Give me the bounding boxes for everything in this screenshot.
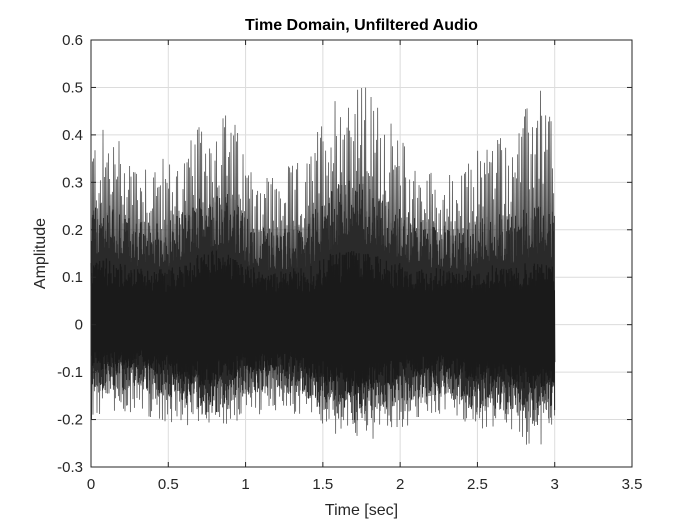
y-tick-labels: -0.3 -0.2 -0.1 0 0.1 0.2 0.3 0.4 0.5 0.6 — [57, 32, 83, 476]
axis-ticks — [90, 39, 633, 468]
x-axis-label: Time [sec] — [325, 502, 398, 519]
x-tick-labels: 0 0.5 1 1.5 2 2.5 3 3.5 — [87, 476, 643, 493]
waveform-series — [90, 87, 556, 445]
y-axis-label: Amplitude — [32, 218, 49, 289]
x-tick-label: 2.5 — [467, 476, 488, 493]
y-tick-label: 0.4 — [62, 127, 83, 144]
plot-frame — [90, 39, 633, 468]
y-tick-label: -0.2 — [57, 412, 83, 429]
x-tick-label: 1.5 — [312, 476, 333, 493]
y-tick-label: -0.1 — [57, 364, 83, 381]
y-tick-label: -0.3 — [57, 459, 83, 476]
x-tick-label: 0.5 — [158, 476, 179, 493]
waveform-core — [90, 250, 556, 395]
x-tick-label: 0 — [87, 476, 95, 493]
x-tick-label: 3.5 — [622, 476, 643, 493]
x-tick-label: 2 — [396, 476, 404, 493]
chart-title: Time Domain, Unfiltered Audio — [245, 17, 478, 34]
y-tick-label: 0.3 — [62, 174, 83, 191]
y-tick-label: 0.1 — [62, 269, 83, 286]
x-tick-label: 3 — [551, 476, 559, 493]
y-tick-label: 0.5 — [62, 79, 83, 96]
x-tick-label: 1 — [241, 476, 249, 493]
y-tick-label: 0.2 — [62, 222, 83, 239]
y-tick-label: 0.6 — [62, 32, 83, 49]
y-tick-label: 0 — [75, 317, 83, 334]
